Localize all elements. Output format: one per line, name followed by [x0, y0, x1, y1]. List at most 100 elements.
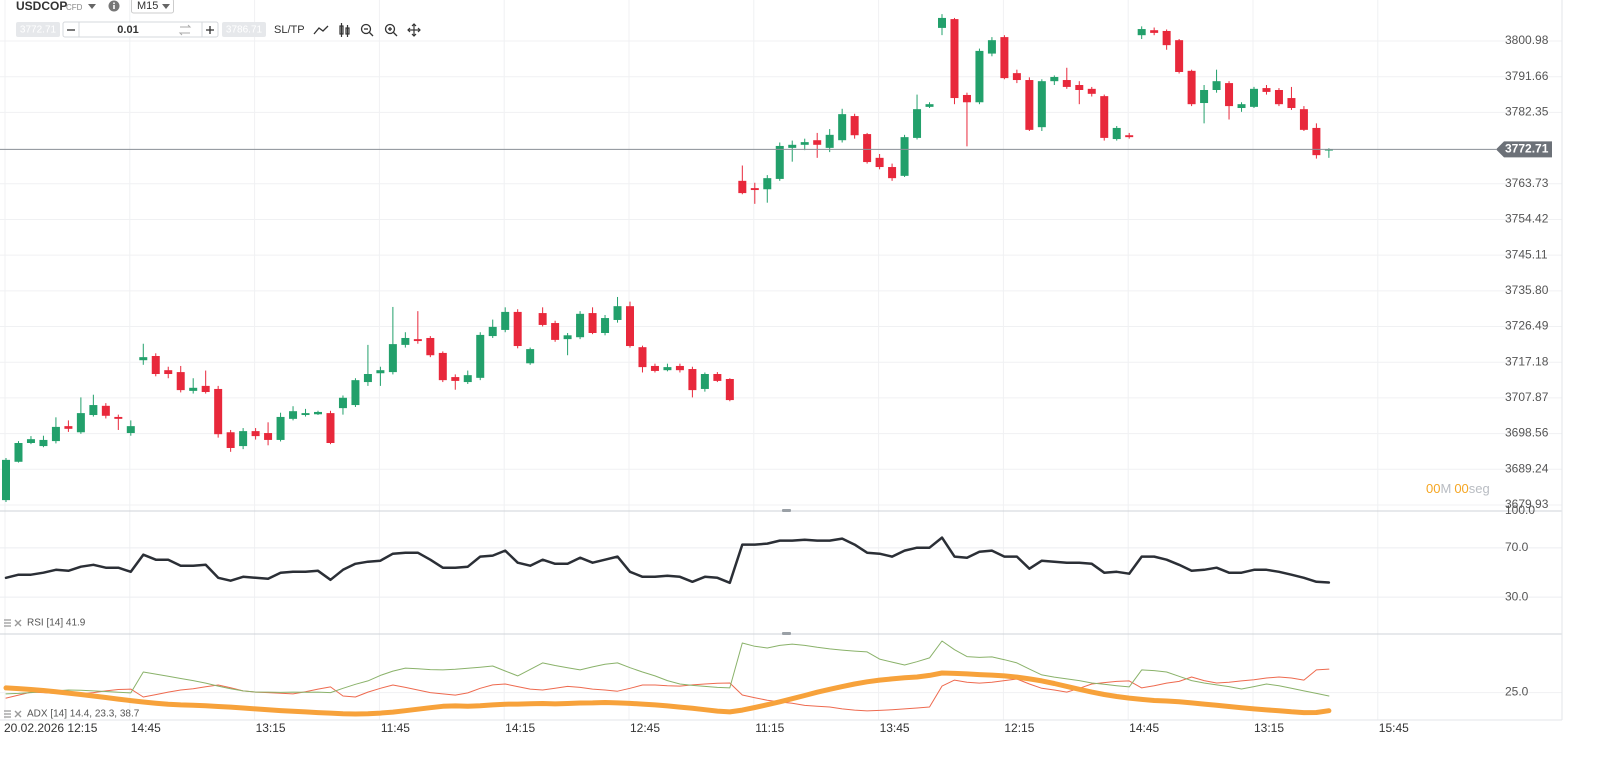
y-tick-label: 3689.24 — [1505, 461, 1549, 475]
candle-body — [1299, 109, 1308, 130]
candle-body — [863, 134, 872, 163]
candle-body — [126, 426, 135, 434]
x-tick-label: 14:15 — [505, 721, 535, 735]
y-tick-label: 3726.49 — [1505, 319, 1549, 333]
zoom-in-icon[interactable] — [384, 23, 398, 37]
y-tick-label: 3791.66 — [1505, 69, 1549, 83]
resize-handle[interactable] — [782, 509, 791, 512]
candle-body — [1200, 89, 1209, 104]
candle-body — [114, 416, 123, 419]
candle-body — [76, 413, 85, 433]
candle-body — [738, 180, 747, 194]
candle-body — [451, 377, 460, 381]
countdown-minutes-unit: M — [1440, 481, 1451, 496]
indicator-line — [3, 670, 1332, 717]
swap-icon[interactable] — [178, 24, 192, 36]
increase-button[interactable] — [206, 26, 214, 34]
legend-menu-icon[interactable] — [4, 619, 11, 627]
candle-body — [950, 19, 959, 99]
candle-body — [551, 323, 560, 340]
candle-body — [775, 145, 784, 179]
adx-lines — [3, 640, 1332, 717]
countdown-seconds-unit: seg — [1469, 481, 1490, 496]
candle-type-icon[interactable] — [339, 23, 350, 37]
symbol-dropdown[interactable] — [88, 4, 96, 9]
rsi-legend: RSI [14] 41.9 — [4, 618, 86, 629]
y-tick-label: 3800.98 — [1505, 33, 1549, 47]
indicator-line — [5, 640, 1330, 697]
y-tick-label: 3782.35 — [1505, 105, 1549, 119]
legend-menu-icon[interactable] — [4, 710, 11, 718]
candle-body — [351, 380, 360, 406]
legend-close-icon[interactable] — [14, 710, 22, 718]
candle-body — [1037, 81, 1046, 128]
candle-body — [1012, 73, 1021, 81]
resize-handle[interactable] — [782, 632, 791, 635]
sell-price: 3772.71 — [20, 25, 57, 36]
candle-body — [888, 167, 897, 179]
candle-body — [875, 157, 884, 168]
candle-body — [975, 50, 984, 103]
candle-body — [1175, 40, 1184, 72]
sell-button[interactable] — [16, 22, 60, 37]
crosshair-icon[interactable] — [407, 23, 421, 37]
zoom-out-icon[interactable] — [360, 23, 374, 37]
candle-body — [1112, 127, 1121, 140]
candle-body — [1225, 83, 1234, 107]
candle-body — [39, 439, 48, 447]
candle-body — [314, 411, 322, 415]
candle-body — [1075, 85, 1084, 90]
y-tick-label: 3707.87 — [1505, 390, 1549, 404]
candle-body — [51, 426, 60, 442]
candle-body — [488, 326, 497, 337]
y-tick-label: 3717.18 — [1505, 354, 1549, 368]
info-icon-glyph — [113, 5, 115, 9]
candle-body — [401, 337, 410, 345]
candle-body — [476, 334, 485, 378]
candle-body — [675, 365, 684, 371]
candle-body — [1324, 149, 1333, 151]
candle-body — [1274, 89, 1283, 105]
candle-body — [64, 426, 73, 429]
adx-legend: ADX [14] 14.4, 23.3, 38.7 — [4, 709, 140, 720]
candle-body — [176, 372, 185, 391]
candle-body — [1162, 30, 1171, 46]
candle-body — [526, 349, 535, 364]
x-tick-label: 11:45 — [381, 721, 410, 735]
symbol[interactable]: USDCOP — [16, 0, 67, 13]
volume-input[interactable] — [62, 21, 219, 38]
candle-body — [363, 374, 372, 383]
candle-body — [463, 375, 472, 383]
y-tick-label: 25.0 — [1505, 685, 1529, 699]
instrument-type: CFD — [66, 3, 83, 12]
sl-tp-button[interactable]: SL/TP — [274, 24, 305, 36]
candle-body — [613, 306, 622, 320]
candle-body — [850, 116, 859, 136]
line-chart-icon[interactable] — [313, 25, 329, 35]
legend-close-icon[interactable] — [14, 619, 22, 627]
candle-body — [788, 144, 797, 148]
x-tick-label: 15:45 — [1379, 721, 1409, 735]
indicator-line — [5, 668, 1330, 712]
candle-body — [588, 313, 597, 333]
buy-button[interactable] — [222, 22, 266, 37]
candle-body — [962, 94, 971, 103]
timeframe-select[interactable] — [131, 0, 174, 14]
adx-legend-text: ADX [14] 14.4, 23.3, 38.7 — [27, 709, 140, 720]
y-tick-label: 30.0 — [1505, 589, 1529, 603]
y-tick-label: 3735.80 — [1505, 283, 1549, 297]
candle-body — [1150, 30, 1159, 33]
candle-body — [813, 140, 822, 145]
current-price-tag — [1496, 141, 1552, 158]
candle-body — [26, 439, 35, 444]
candle-body — [438, 352, 447, 381]
candle-body — [576, 313, 585, 338]
plots: 3772.71 — [0, 14, 1552, 717]
candles — [2, 14, 1333, 503]
candle-body — [925, 104, 934, 107]
timeframe: M15 — [137, 0, 158, 12]
y-tick-label: 70.0 — [1505, 540, 1529, 554]
grid — [0, 0, 1562, 720]
candle-body — [1187, 70, 1196, 105]
